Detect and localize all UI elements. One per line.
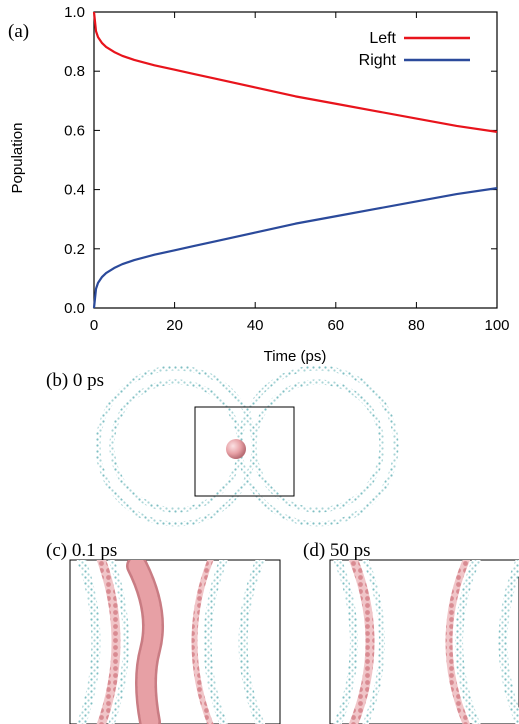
d-left-wall-pink — [348, 560, 375, 724]
population-chart: (a) 0.0 0.2 0.4 0.6 0.8 1.0 0 20 40 60 80 100 Popu… — [8, 4, 510, 365]
series-line-left — [92, 11, 498, 133]
y-tick-label: 1.0 — [64, 4, 85, 21]
x-tick-label: 20 — [166, 317, 183, 334]
d-right-wall-inner — [455, 560, 481, 724]
molecule — [226, 439, 246, 459]
x-tick-label: 40 — [247, 317, 264, 334]
panel-d-snapshot: (d) 50 ps — [303, 540, 519, 724]
left-wall-inner — [96, 560, 121, 724]
right-wall-outer — [238, 560, 266, 724]
panel-b-label: (b) 0 ps — [46, 370, 104, 391]
y-tick-label: 0.8 — [64, 63, 85, 80]
x-tick-label: 60 — [327, 317, 344, 334]
y-axis-ticks: 0.0 0.2 0.4 0.6 0.8 1.0 — [64, 4, 497, 317]
d-right-wall-outer — [498, 560, 519, 724]
y-axis-label: Population — [9, 123, 26, 194]
d-right-wall-pink — [445, 560, 471, 724]
right-inner-ring — [251, 379, 385, 513]
legend: Left Right — [359, 30, 470, 69]
x-tick-label: 100 — [484, 317, 509, 334]
y-tick-label: 0.2 — [64, 241, 85, 258]
right-outer-ring — [237, 365, 399, 527]
right-wall-inner — [203, 560, 228, 724]
molecule-cluster — [128, 560, 162, 724]
series-lines — [92, 11, 498, 309]
left-inner-ring — [109, 379, 243, 513]
d-left-wall-outer — [333, 560, 358, 724]
left-wall-outer — [76, 560, 101, 724]
panel-c-snapshot: (c) 0.1 ps — [46, 540, 281, 724]
panel-d-label: (d) 50 ps — [303, 540, 371, 561]
y-tick-label: 0.0 — [64, 300, 85, 317]
series-line-right — [92, 187, 498, 309]
y-tick-label: 0.6 — [64, 122, 85, 139]
x-tick-label: 80 — [408, 317, 425, 334]
legend-label-left: Left — [369, 30, 396, 47]
d-left-wall-inner — [362, 560, 385, 724]
x-axis-label: Time (ps) — [264, 348, 327, 365]
x-tick-label: 0 — [90, 317, 98, 334]
panel-b-snapshot: (b) 0 ps — [46, 365, 399, 527]
zoom-box — [194, 406, 295, 497]
right-nanotube-rings — [237, 365, 399, 527]
panel-c-label: (c) 0.1 ps — [46, 540, 117, 561]
left-wall-inner-edge — [108, 560, 129, 724]
y-tick-label: 0.4 — [64, 182, 85, 199]
right-wall-pink — [191, 560, 214, 724]
legend-label-right: Right — [359, 52, 397, 69]
panel-a-label: (a) — [8, 21, 29, 42]
plot-frame — [93, 11, 498, 309]
